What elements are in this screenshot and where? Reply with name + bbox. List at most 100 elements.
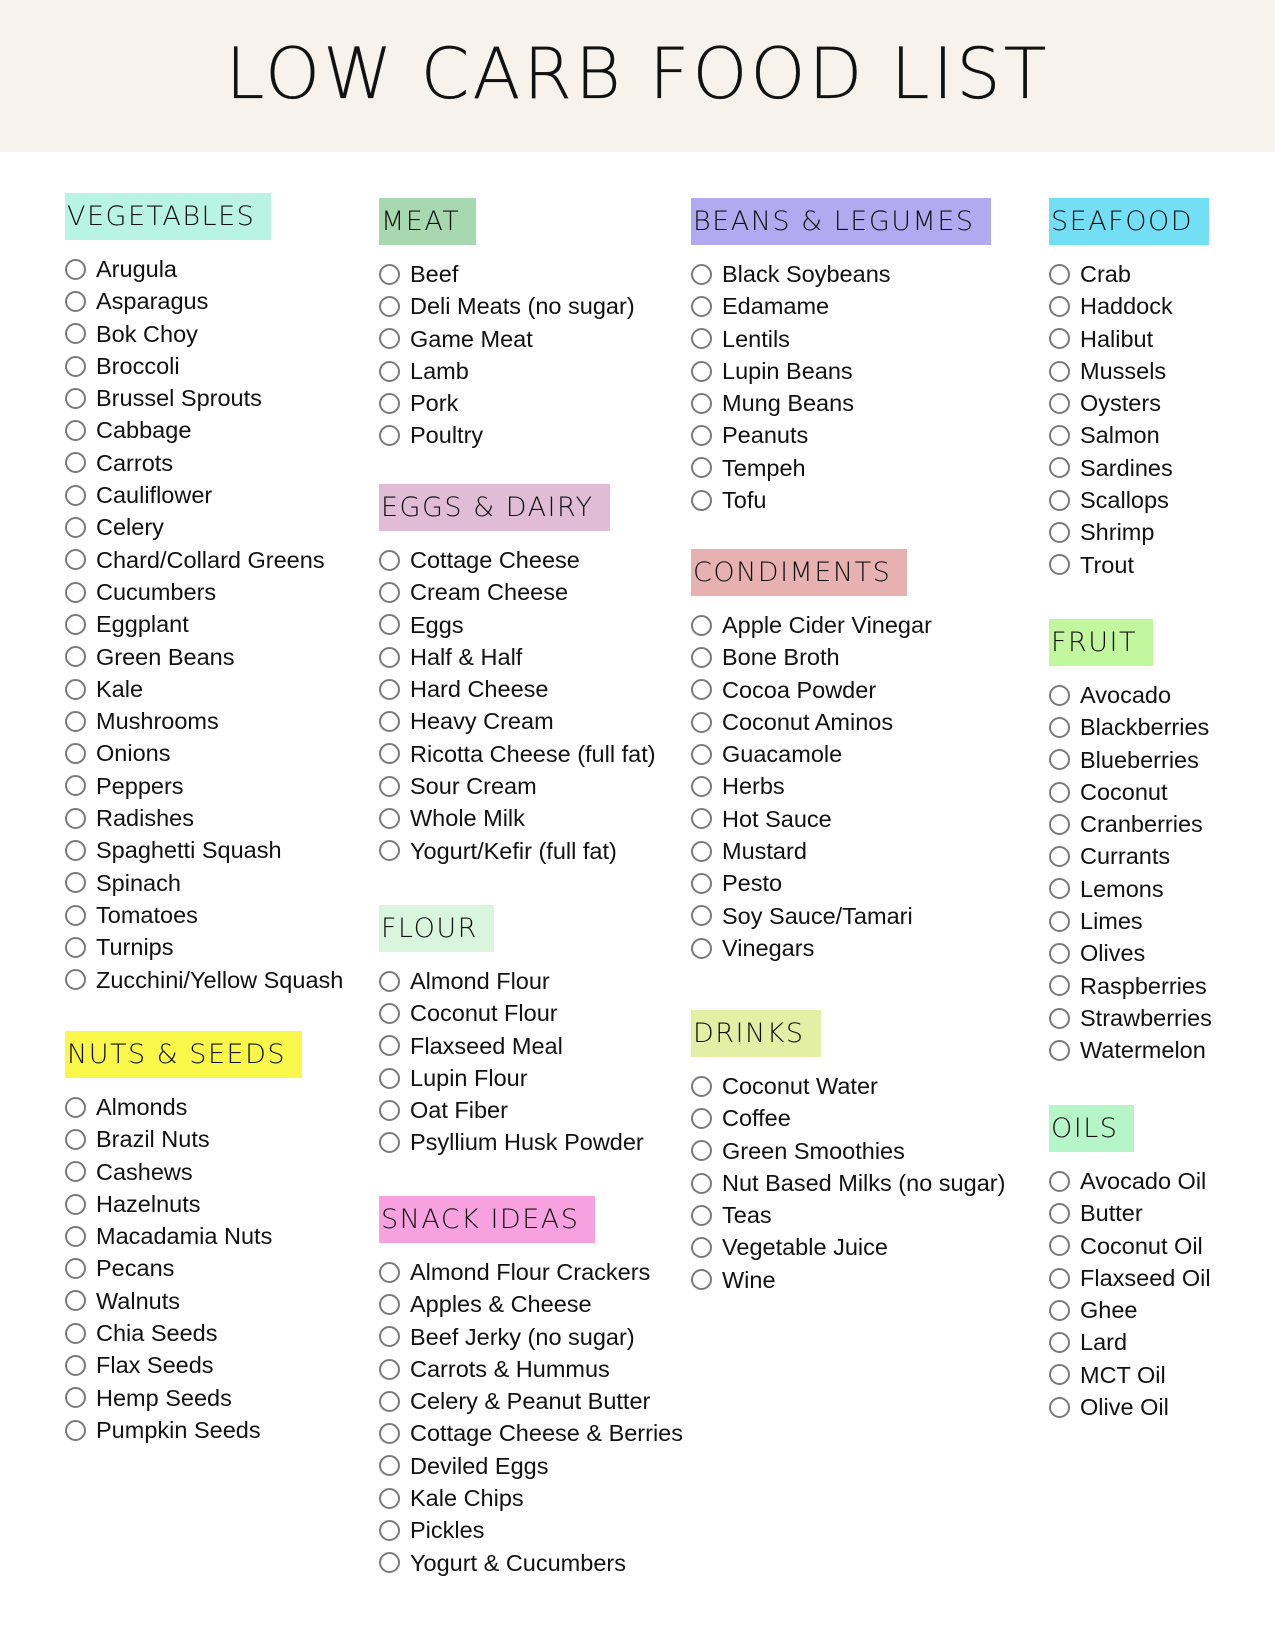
- list-item[interactable]: Olives: [1049, 937, 1212, 969]
- list-item[interactable]: Pecans: [65, 1252, 302, 1284]
- checkbox-circle-icon[interactable]: [65, 1128, 86, 1150]
- checkbox-circle-icon[interactable]: [1049, 910, 1070, 932]
- checkbox-circle-icon[interactable]: [691, 263, 712, 285]
- list-item[interactable]: Coconut: [1049, 776, 1212, 808]
- list-item[interactable]: Celery & Peanut Butter: [379, 1385, 683, 1417]
- list-item[interactable]: Macadamia Nuts: [65, 1220, 302, 1252]
- checkbox-circle-icon[interactable]: [1049, 1267, 1070, 1289]
- checkbox-circle-icon[interactable]: [379, 711, 400, 733]
- list-item[interactable]: Coconut Aminos: [691, 706, 932, 738]
- checkbox-circle-icon[interactable]: [1049, 1364, 1070, 1386]
- list-item[interactable]: Carrots: [65, 447, 343, 479]
- checkbox-circle-icon[interactable]: [1049, 1039, 1070, 1061]
- list-item[interactable]: Flax Seeds: [65, 1349, 302, 1381]
- list-item[interactable]: Cashews: [65, 1156, 302, 1188]
- checkbox-circle-icon[interactable]: [1049, 522, 1070, 544]
- list-item[interactable]: Shrimp: [1049, 516, 1209, 548]
- list-item[interactable]: Sardines: [1049, 452, 1209, 484]
- checkbox-circle-icon[interactable]: [379, 1326, 400, 1348]
- checkbox-circle-icon[interactable]: [691, 679, 712, 701]
- list-item[interactable]: Trout: [1049, 549, 1209, 581]
- list-item[interactable]: Cocoa Powder: [691, 674, 932, 706]
- checkbox-circle-icon[interactable]: [691, 457, 712, 479]
- checkbox-circle-icon[interactable]: [65, 484, 86, 506]
- checkbox-circle-icon[interactable]: [65, 936, 86, 958]
- checkbox-circle-icon[interactable]: [691, 1269, 712, 1291]
- checkbox-circle-icon[interactable]: [379, 1552, 400, 1574]
- checkbox-circle-icon[interactable]: [379, 1002, 400, 1024]
- checkbox-circle-icon[interactable]: [691, 905, 712, 927]
- checkbox-circle-icon[interactable]: [691, 328, 712, 350]
- checkbox-circle-icon[interactable]: [379, 1067, 400, 1089]
- checkbox-circle-icon[interactable]: [1049, 554, 1070, 576]
- list-item[interactable]: Kale: [65, 673, 343, 705]
- list-item[interactable]: Chard/Collard Greens: [65, 544, 343, 576]
- list-item[interactable]: Cabbage: [65, 414, 343, 446]
- checkbox-circle-icon[interactable]: [379, 678, 400, 700]
- checkbox-circle-icon[interactable]: [379, 425, 400, 447]
- checkbox-circle-icon[interactable]: [691, 295, 712, 317]
- list-item[interactable]: Beef Jerky (no sugar): [379, 1321, 683, 1353]
- checkbox-circle-icon[interactable]: [1049, 1202, 1070, 1224]
- list-item[interactable]: Cauliflower: [65, 479, 343, 511]
- checkbox-circle-icon[interactable]: [65, 1161, 86, 1183]
- checkbox-circle-icon[interactable]: [379, 360, 400, 382]
- list-item[interactable]: Strawberries: [1049, 1002, 1212, 1034]
- list-item[interactable]: Oat Fiber: [379, 1094, 644, 1126]
- checkbox-circle-icon[interactable]: [379, 1423, 400, 1445]
- checkbox-circle-icon[interactable]: [691, 937, 712, 959]
- list-item[interactable]: Limes: [1049, 905, 1212, 937]
- list-item[interactable]: Tempeh: [691, 452, 991, 484]
- list-item[interactable]: Peppers: [65, 770, 343, 802]
- list-item[interactable]: Cream Cheese: [379, 576, 656, 608]
- list-item[interactable]: Avocado: [1049, 679, 1212, 711]
- checkbox-circle-icon[interactable]: [379, 1293, 400, 1315]
- list-item[interactable]: Whole Milk: [379, 802, 656, 834]
- list-item[interactable]: Tofu: [691, 484, 991, 516]
- checkbox-circle-icon[interactable]: [1049, 1235, 1070, 1257]
- list-item[interactable]: Edamame: [691, 290, 991, 322]
- list-item[interactable]: Arugula: [65, 253, 343, 285]
- checkbox-circle-icon[interactable]: [65, 1419, 86, 1441]
- list-item[interactable]: Brussel Sprouts: [65, 382, 343, 414]
- checkbox-circle-icon[interactable]: [379, 808, 400, 830]
- list-item[interactable]: Butter: [1049, 1197, 1211, 1229]
- list-item[interactable]: Watermelon: [1049, 1034, 1212, 1066]
- checkbox-circle-icon[interactable]: [691, 425, 712, 447]
- list-item[interactable]: Avocado Oil: [1049, 1165, 1211, 1197]
- list-item[interactable]: Blackberries: [1049, 711, 1212, 743]
- checkbox-circle-icon[interactable]: [1049, 1332, 1070, 1354]
- checkbox-circle-icon[interactable]: [379, 1261, 400, 1283]
- list-item[interactable]: Oysters: [1049, 387, 1209, 419]
- list-item[interactable]: Deviled Eggs: [379, 1450, 683, 1482]
- list-item[interactable]: Lupin Flour: [379, 1062, 644, 1094]
- checkbox-circle-icon[interactable]: [65, 258, 86, 280]
- list-item[interactable]: Coconut Flour: [379, 997, 644, 1029]
- checkbox-circle-icon[interactable]: [1049, 328, 1070, 350]
- list-item[interactable]: Heavy Cream: [379, 705, 656, 737]
- list-item[interactable]: Coconut Oil: [1049, 1230, 1211, 1262]
- list-item[interactable]: Onions: [65, 737, 343, 769]
- list-item[interactable]: Currants: [1049, 840, 1212, 872]
- list-item[interactable]: Yogurt/Kefir (full fat): [379, 835, 656, 867]
- list-item[interactable]: Carrots & Hummus: [379, 1353, 683, 1385]
- checkbox-circle-icon[interactable]: [379, 263, 400, 285]
- checkbox-circle-icon[interactable]: [1049, 813, 1070, 835]
- list-item[interactable]: Yogurt & Cucumbers: [379, 1547, 683, 1579]
- list-item[interactable]: Broccoli: [65, 350, 343, 382]
- checkbox-circle-icon[interactable]: [691, 873, 712, 895]
- list-item[interactable]: Almond Flour Crackers: [379, 1256, 683, 1288]
- list-item[interactable]: Raspberries: [1049, 970, 1212, 1002]
- list-item[interactable]: Spaghetti Squash: [65, 834, 343, 866]
- list-item[interactable]: Mussels: [1049, 355, 1209, 387]
- list-item[interactable]: Deli Meats (no sugar): [379, 290, 635, 322]
- list-item[interactable]: Teas: [691, 1199, 1005, 1231]
- list-item[interactable]: Asparagus: [65, 285, 343, 317]
- checkbox-circle-icon[interactable]: [65, 290, 86, 312]
- list-item[interactable]: Ricotta Cheese (full fat): [379, 738, 656, 770]
- list-item[interactable]: Lupin Beans: [691, 355, 991, 387]
- list-item[interactable]: MCT Oil: [1049, 1359, 1211, 1391]
- list-item[interactable]: Almond Flour: [379, 965, 644, 997]
- checkbox-circle-icon[interactable]: [65, 1193, 86, 1215]
- list-item[interactable]: Coconut Water: [691, 1070, 1005, 1102]
